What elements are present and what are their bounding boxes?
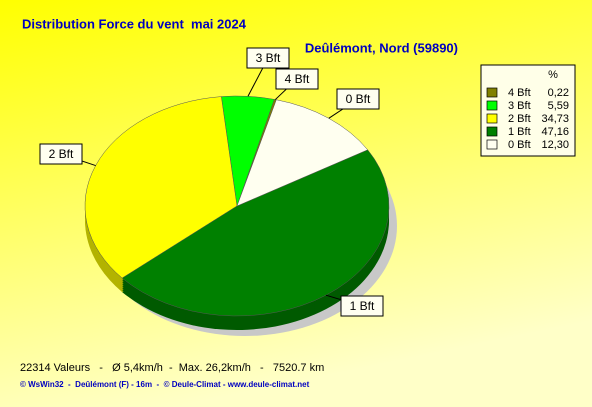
slice-label: 4 Bft [285,72,310,86]
legend-value: 34,73 [541,113,569,125]
legend: % 4 Bft 0,22 3 Bft 5,59 2 Bft 34,73 1 Bft 47,16 0… [480,64,576,157]
legend-value: 5,59 [548,100,569,112]
chart-subtitle: Deûlémont, Nord (59890) [305,40,458,55]
legend-swatch [486,100,498,111]
label-box [340,295,384,317]
slice [84,96,238,279]
slice-label: 1 Bft [350,299,375,313]
label-box [275,68,319,90]
legend-label: 2 Bft [508,113,531,125]
chart-title: Distribution Force du vent mai 2024 [22,16,247,31]
slice-label: 3 Bft [256,51,281,65]
label-box [39,143,83,165]
legend-swatch [486,87,498,98]
slice [236,99,369,207]
legend-value: 12,30 [541,139,569,151]
legend-label: 0 Bft [508,139,531,151]
legend-title: % [548,69,558,81]
legend-label: 1 Bft [508,126,531,138]
legend-swatch [486,139,498,150]
legend-swatch [486,126,498,137]
footer: 22314 Valeurs - Ø 5,4km/h - Max. 26,2km/… [20,362,324,374]
slice-label: 2 Bft [49,147,74,161]
legend-swatch [486,113,498,124]
pie: 4 Bft 3 Bft 2 Bft 1 Bft 0 Bft [39,47,397,336]
slice-label: 0 Bft [346,92,371,106]
legend-label: 4 Bft [508,87,531,99]
legend-value: 47,16 [541,126,569,138]
slice [121,149,390,317]
label-box [246,47,290,69]
credits: © WsWin32 - Deûlémont (F) - 16m - © Deul… [20,380,310,389]
legend-value: 0,22 [548,87,569,99]
legend-label: 3 Bft [508,100,531,112]
label-box [336,88,380,110]
